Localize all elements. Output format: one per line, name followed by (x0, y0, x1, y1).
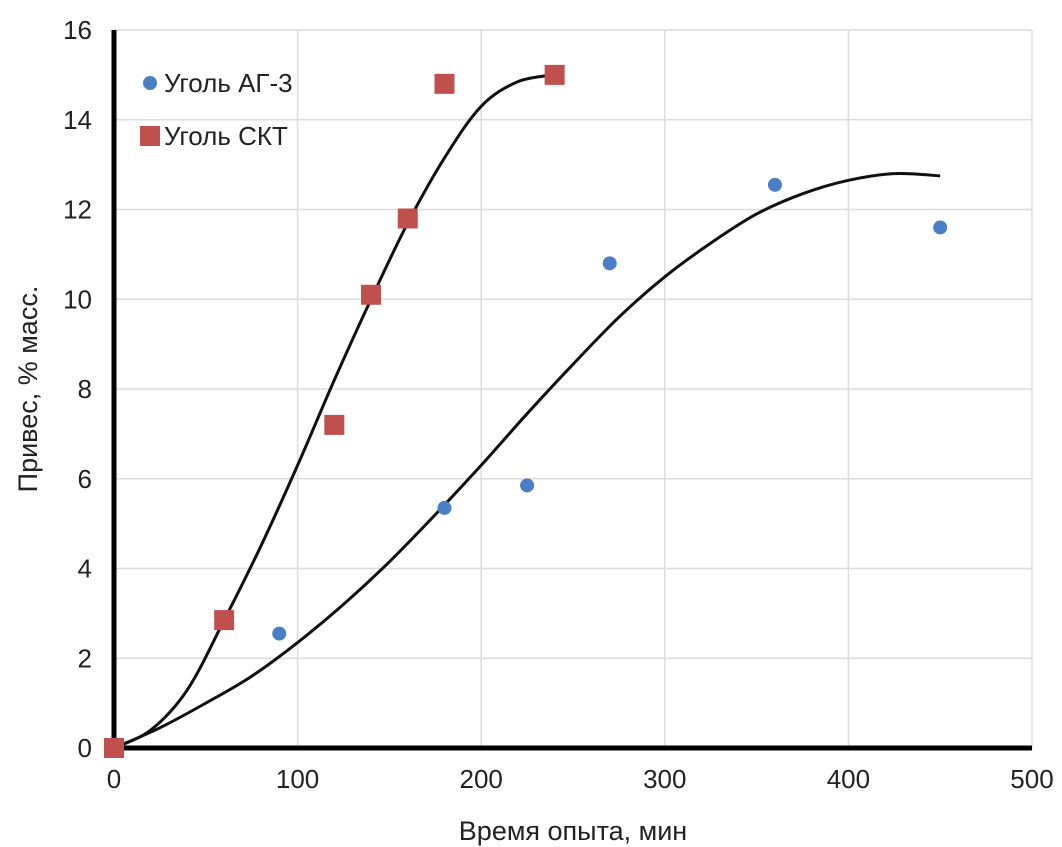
legend-label-ag3: Уголь АГ-3 (164, 68, 293, 98)
data-point-ag3 (767, 177, 782, 192)
legend-marker-square (140, 126, 160, 146)
legend-label-skt: Уголь СКТ (164, 121, 288, 151)
y-axis-title: Привес, % масс. (13, 286, 43, 493)
y-tick-label: 4 (78, 554, 92, 584)
grid (114, 29, 1033, 748)
x-tick-label: 200 (460, 764, 503, 794)
data-point-skt (214, 610, 235, 631)
x-tick-label: 0 (107, 764, 121, 794)
x-tick-label: 300 (643, 764, 686, 794)
data-point-ag3 (602, 256, 617, 271)
data-point-skt (361, 284, 382, 305)
x-tick-label: 400 (827, 764, 870, 794)
data-point-skt (397, 208, 418, 229)
data-point-skt (324, 414, 345, 435)
x-tick-label: 500 (1010, 764, 1053, 794)
data-point-skt (104, 738, 124, 758)
x-tick-label: 100 (276, 764, 319, 794)
y-tick-label: 6 (78, 464, 92, 494)
y-tick-label: 8 (78, 374, 92, 404)
trend-lines (113, 73, 941, 750)
y-tick-label: 12 (63, 195, 92, 225)
y-tick-label: 2 (78, 643, 92, 673)
legend-marker-circle (143, 76, 157, 90)
data-point-skt (544, 64, 565, 85)
trend-line-ag3 (113, 171, 941, 750)
y-tick-label: 16 (63, 15, 92, 45)
data-point-ag3 (933, 220, 948, 235)
data-point-ag3 (520, 478, 535, 493)
tick-labels: 0 100 200 300 400 500 0 2 4 6 8 10 12 14 16 (63, 15, 1054, 794)
data-points (104, 64, 948, 758)
axes (111, 30, 1032, 751)
data-point-skt (434, 73, 455, 94)
y-tick-label: 14 (63, 105, 92, 135)
y-tick-label: 10 (63, 284, 92, 314)
x-axis-title: Время опыта, мин (459, 816, 687, 846)
legend: Уголь АГ-3 Уголь СКТ (140, 68, 293, 151)
data-point-ag3 (437, 500, 452, 515)
data-point-ag3 (272, 626, 287, 641)
trend-line-skt (113, 73, 555, 750)
y-tick-label: 0 (78, 733, 92, 763)
